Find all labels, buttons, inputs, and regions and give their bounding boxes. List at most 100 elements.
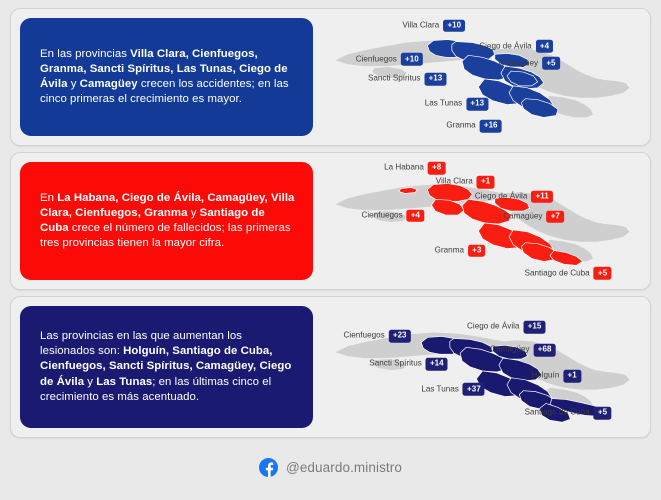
map-label: Camagüey +68 [490,343,556,357]
map-label-province: Camagüey [498,58,539,68]
plain-text: En las provincias [40,47,131,60]
map-label-badge: +8 [427,161,446,175]
map-label-badge: +1 [563,369,581,383]
map-label: Villa Clara +10 [402,19,466,32]
map-label-province: Sancti Spíritus [367,74,421,84]
plain-text: y [67,78,80,90]
map-label: Ciego de Ávila +4 [479,40,554,53]
map-label-province: Holguín [531,371,560,381]
emphasis-text: Santiago de Cuba [40,206,265,234]
emphasis-text: La Habana, Ciego de Ávila, Camagüey, Vil… [40,191,295,219]
map-label-badge: +14 [425,357,448,371]
map-label-province: Sancti Spíritus [369,359,422,369]
map-label: Cienfuegos +10 [356,53,423,66]
map-label-badge: +13 [466,97,489,111]
cuba-map-svg-lesionados [335,332,630,423]
map-label: Cienfuegos +4 [362,209,425,222]
plain-text: crecen los accidentes; en las cinco prim… [40,78,289,106]
map-label: Ciego de Ávila +15 [467,320,546,334]
map-label-badge: +3 [467,244,486,258]
map-label-province: Las Tunas [424,99,463,109]
map-label-badge: +10 [443,19,466,32]
text-panel-lesionados: Las provincias en las que aumentan los l… [20,306,313,428]
map-label: Las Tunas +13 [424,97,489,111]
map-label-badge: +23 [388,329,411,343]
map-label-province: Cienfuegos [355,54,397,64]
map-label-badge: +11 [531,190,553,203]
map-label-badge: +1 [476,175,495,189]
map-label-badge: +5 [593,267,612,280]
emphasis-text: Camagüey [79,78,138,90]
panel-text-fallecidos: En La Habana, Ciego de Ávila, Camagüey, … [40,191,295,252]
map-label-badge: +5 [542,57,560,70]
map-highlight-shapes [426,39,559,118]
map-highlight-shapes [420,336,608,423]
section-card-lesionados: Las provincias en las que aumentan los l… [10,296,651,438]
map-label-province: Camagüey [503,211,543,221]
map-label-badge: +7 [546,210,565,224]
map-label: Camagüey +5 [499,57,560,70]
map-label-province: Ciego de Ávila [474,191,528,201]
plain-text: crece el número de fallecidos; las prime… [40,222,291,250]
cuba-map-svg-accidentes [335,39,630,118]
map-label: Santiago de Cuba +5 [524,406,612,420]
map-label-province: Camagüey [490,345,530,355]
section-card-fallecidos: En La Habana, Ciego de Ávila, Camagüey, … [10,152,651,290]
text-panel-accidentes: En las provincias Villa Clara, Cienfuego… [20,18,313,136]
map-lesionados: Ciego de Ávila +15 Cienfuegos +23 Camagüey +6… [313,297,650,437]
map-label-badge: +15 [523,320,546,334]
map-label: Camagüey +7 [503,210,565,224]
map-label-province: Cienfuegos [361,210,403,220]
emphasis-text: Las Tunas [96,375,153,388]
map-label: Villa Clara +1 [435,175,495,189]
plain-text: y [187,206,200,219]
text-panel-fallecidos: En La Habana, Ciego de Ávila, Camagüey, … [20,162,313,280]
map-label-province: La Habana [384,162,424,172]
map-label: Santiago de Cuba +5 [525,267,612,280]
emphasis-text: Holguín, Santiago de Cuba, Cienfuegos, S… [40,345,292,388]
cuba-map-svg-fallecidos [335,183,630,266]
facebook-handle[interactable]: @eduardo.ministro [286,459,402,475]
map-label-province: Granma [446,121,476,131]
map-label: Cienfuegos +23 [343,329,411,343]
map-label-badge: +37 [462,383,485,396]
map-label: La Habana +8 [384,161,446,175]
section-card-accidentes: En las provincias Villa Clara, Cienfuego… [10,8,651,146]
plain-text: ; en las últimas cinco el crecimiento es… [40,375,272,403]
map-label-province: Las Tunas [421,384,459,394]
map-label: Granma +16 [446,119,502,133]
map-label: Granma +3 [434,244,486,258]
plain-text: y [84,375,97,388]
map-label-province: Villa Clara [435,177,473,187]
panel-text-lesionados: Las provincias en las que aumentan los l… [40,329,295,405]
map-label-province: Santiago de Cuba [524,408,590,418]
map-label-badge: +16 [479,119,502,133]
map-label: Sancti Spíritus +13 [367,72,447,86]
map-label-badge: +5 [593,406,612,420]
map-label-badge: +10 [400,53,423,66]
map-label-province: Cienfuegos [343,331,385,341]
facebook-icon[interactable] [259,457,279,477]
footer-credit: @eduardo.ministro [10,444,651,490]
map-label-province: Ciego de Ávila [467,322,520,332]
map-label-province: Santiago de Cuba [524,268,590,278]
map-label: Sancti Spíritus +14 [369,357,448,371]
map-highlight-shapes [398,183,584,266]
map-label-badge: +13 [424,72,447,86]
map-label: Ciego de Ávila +11 [475,190,553,203]
map-label-badge: +68 [533,343,556,357]
plain-text: En [40,191,58,204]
map-label: Holguín +1 [531,369,581,383]
map-label-province: Ciego de Ávila [479,41,532,51]
map-accidentes: Villa Clara +10 Ciego de Ávila +4 Cienfuegos… [313,9,650,145]
plain-text: Las provincias en las que aumentan los l… [40,329,242,358]
emphasis-text: Villa Clara, Cienfuegos, Granma, Sancti … [40,47,288,90]
map-label-province: Villa Clara [402,20,440,30]
panel-text-accidentes: En las provincias Villa Clara, Cienfuego… [40,47,295,108]
map-label-province: Granma [434,245,464,255]
map-label-badge: +4 [406,209,425,222]
map-fallecidos: La Habana +8 Villa Clara +1 Ciego de Ávila +1… [313,153,650,289]
map-label-badge: +4 [535,40,554,53]
map-label: Las Tunas +37 [421,383,485,396]
